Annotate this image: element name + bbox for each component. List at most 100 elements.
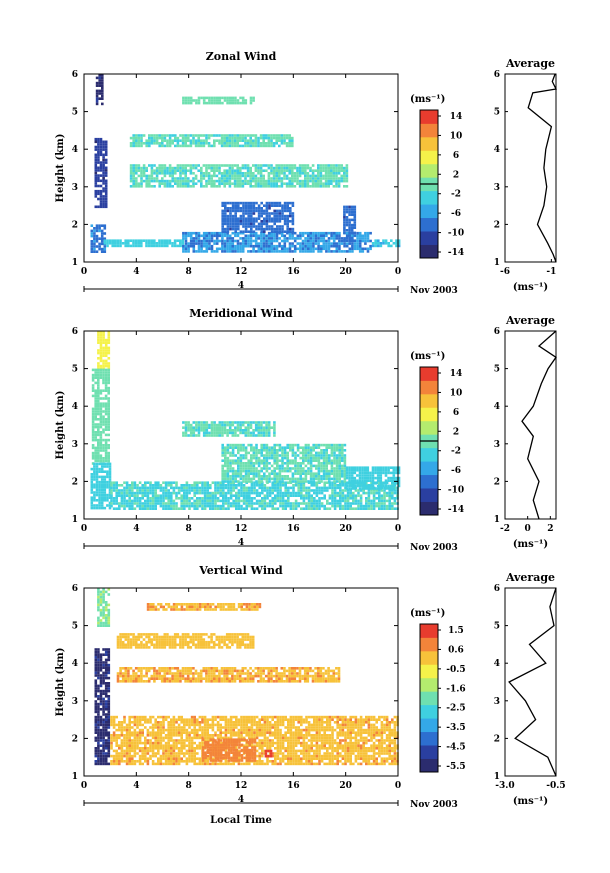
panel2-region-6 (345, 466, 401, 490)
panel2-ytick-label-4: 4 (72, 402, 78, 412)
panel3-region-5 (116, 667, 341, 683)
panel2-ytick-label-6: 6 (72, 327, 78, 337)
panel1-ytick-label-1: 1 (72, 258, 78, 268)
panel1-heatmap (90, 74, 401, 253)
panel2-date-label: Nov 2003 (410, 543, 458, 553)
panel1-ytick-label-6: 6 (72, 70, 78, 80)
panel3-average-frame (504, 587, 557, 777)
panel3-region-8 (264, 749, 273, 758)
panel3-date-label: Nov 2003 (410, 800, 458, 810)
panel1-xtick-label-6: 0 (395, 267, 401, 277)
panel1-region-10 (182, 96, 255, 105)
panel2-heatmap (90, 331, 401, 510)
panel2-xtick-label-0: 0 (81, 524, 87, 534)
panel1-region-7 (343, 205, 357, 242)
panel3-colorbar-unit: (ms⁻¹) (410, 608, 445, 619)
panel2-colorbar-tick-3: 2 (453, 427, 459, 437)
panel1-ytick-label-5: 5 (72, 108, 78, 118)
panel3-ytick-label-6: 6 (72, 584, 78, 594)
panel1-region-9 (129, 134, 294, 148)
panel3-region-3 (146, 603, 262, 611)
panel1-ytick-label-2: 2 (72, 220, 78, 230)
panel2-average-xtick-1: 0 (525, 524, 531, 534)
panel1-colorbar-tick-1: 10 (450, 131, 463, 141)
panel2-colorbar-tick-4: -2 (451, 447, 461, 457)
panel3-average-ytick-5: 5 (494, 622, 500, 632)
panel1-ytick-label-4: 4 (72, 145, 78, 155)
panel1-region-2 (94, 137, 108, 209)
panel2-xtick-label-1: 4 (133, 524, 139, 534)
panel2-ytick-label-2: 2 (72, 477, 78, 487)
panel3-xtick-label-3: 12 (235, 781, 248, 791)
panel2-region-1 (97, 331, 111, 370)
panel2-average-xtick-2: 2 (547, 524, 553, 534)
panel3-ytick-label-2: 2 (72, 734, 78, 744)
panel1-xtick-label-2: 8 (186, 267, 192, 277)
panel1-colorbar-tick-2: 6 (453, 151, 459, 161)
panel2-region-2 (91, 368, 110, 465)
panel2-xtick-label-6: 0 (395, 524, 401, 534)
panel2-ylabel: Height (km) (55, 391, 66, 460)
panel3-colorbar-tick-7: -5.5 (446, 762, 465, 772)
panel2-region-5 (221, 443, 347, 483)
panel2-ytick-label-1: 1 (72, 515, 78, 525)
panel1-average-ytick-2: 2 (494, 220, 500, 230)
panel2-colorbar-tick-6: -10 (448, 486, 464, 496)
panel1-average-ytick-5: 5 (494, 108, 500, 118)
panel3-day-label: 4 (238, 795, 244, 805)
panel2-region-7 (182, 421, 276, 437)
xlabel: Local Time (210, 815, 272, 826)
panel2-colorbar (420, 367, 438, 516)
panel3-xtick-label-0: 0 (81, 781, 87, 791)
panel3-average-ytick-1: 1 (494, 772, 500, 782)
panel2-ytick-label-5: 5 (72, 365, 78, 375)
panel1-average-title: Average (505, 57, 555, 70)
panel2-xtick-label-5: 20 (339, 524, 352, 534)
panel1-average-xtick-0: -6 (500, 267, 510, 277)
panel2-colorbar-unit: (ms⁻¹) (410, 351, 445, 362)
panel1-region-11 (129, 164, 349, 188)
panel1-colorbar-tick-0: 14 (450, 112, 463, 122)
panel1-ytick-label-3: 3 (72, 183, 78, 193)
panel2-colorbar-tick-0: 14 (450, 369, 463, 379)
panel3-average-xlabel: (ms⁻¹) (513, 796, 548, 807)
panel3-colorbar-tick-4: -2.5 (446, 704, 465, 714)
panel2-title: Meridional Wind (189, 307, 293, 320)
panel3-colorbar-tick-2: -0.5 (446, 665, 465, 675)
panel1-average-xlabel: (ms⁻¹) (513, 282, 548, 293)
panel3-colorbar-frame (419, 623, 439, 773)
panel3-xtick-label-5: 20 (339, 781, 352, 791)
panel3-colorbar-tick-6: -4.5 (446, 743, 465, 753)
panel1-ylabel: Height (km) (55, 134, 66, 203)
panel2-average-title: Average (505, 314, 555, 327)
panel2-day-label: 4 (238, 538, 244, 548)
panel1-average-frame (504, 73, 557, 263)
panel1-average-ytick-6: 6 (494, 70, 500, 80)
panel1-xtick-label-3: 12 (235, 267, 248, 277)
panel3-xtick-label-1: 4 (133, 781, 139, 791)
panel3-xtick-label-4: 16 (287, 781, 300, 791)
panel3-heatmap (94, 588, 399, 766)
panel3-colorbar-tick-3: -1.6 (446, 684, 465, 694)
panel3-xtick-label-6: 0 (395, 781, 401, 791)
panel2-xtick-label-2: 8 (186, 524, 192, 534)
panel1-xtick-label-1: 4 (133, 267, 139, 277)
panel3-average-xtick-0: -3.0 (495, 781, 514, 791)
panel3-region-4 (116, 633, 255, 649)
panel2-colorbar-tick-5: -6 (451, 466, 461, 476)
panel3-xtick-label-2: 8 (186, 781, 192, 791)
panel1-day-label: 4 (238, 281, 244, 291)
panel3-ylabel: Height (km) (55, 648, 66, 717)
panel3-average-xtick-1: -0.5 (546, 781, 565, 791)
panel1-region-4 (103, 239, 185, 248)
panel2-average-ytick-5: 5 (494, 365, 500, 375)
panel3-region-2 (94, 648, 111, 766)
panel1-colorbar-tick-7: -14 (448, 248, 464, 258)
panel1-average-ytick-4: 4 (494, 145, 500, 155)
panel2-average-ytick-2: 2 (494, 477, 500, 487)
panel1-colorbar-tick-3: 2 (453, 170, 459, 180)
panel2-average-xlabel: (ms⁻¹) (513, 539, 548, 550)
panel2-average-ytick-6: 6 (494, 327, 500, 337)
panel3-colorbar-tick-0: 1.5 (448, 626, 464, 636)
